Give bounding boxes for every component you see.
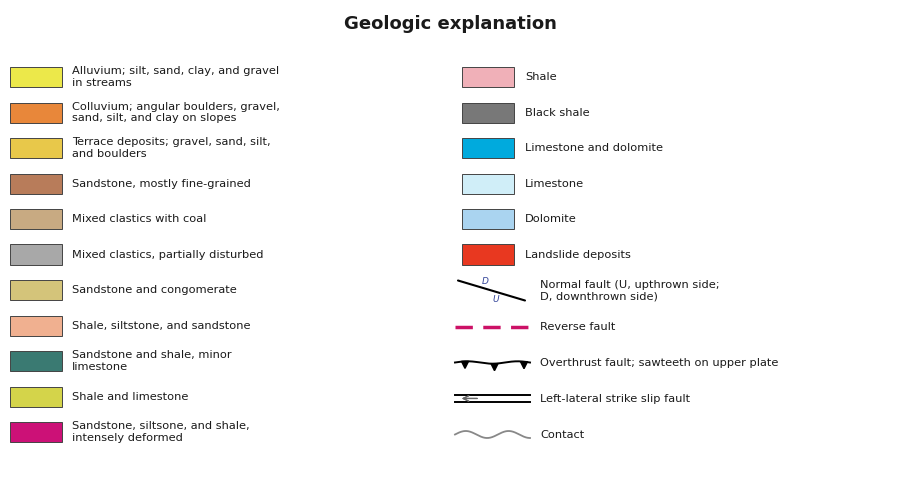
Bar: [10, 67, 62, 87]
Text: Sandstone, siltsone, and shale,
intensely deformed: Sandstone, siltsone, and shale, intensel…: [72, 421, 249, 443]
Bar: [10, 244, 62, 264]
Text: Shale and limestone: Shale and limestone: [72, 392, 188, 401]
Bar: [462, 173, 514, 193]
Text: Shale, siltstone, and sandstone: Shale, siltstone, and sandstone: [72, 320, 250, 331]
Text: Sandstone and shale, minor
limestone: Sandstone and shale, minor limestone: [72, 350, 231, 372]
Bar: [10, 138, 62, 158]
Bar: [462, 102, 514, 123]
Bar: [10, 316, 62, 336]
Polygon shape: [462, 361, 469, 368]
Text: Left-lateral strike slip fault: Left-lateral strike slip fault: [540, 393, 690, 404]
Text: Limestone and dolomite: Limestone and dolomite: [525, 143, 663, 153]
Bar: [10, 173, 62, 193]
Text: Overthrust fault; sawteeth on upper plate: Overthrust fault; sawteeth on upper plat…: [540, 357, 778, 368]
Text: Mixed clastics with coal: Mixed clastics with coal: [72, 214, 206, 224]
Bar: [10, 209, 62, 229]
Text: U: U: [492, 295, 499, 303]
Text: Contact: Contact: [540, 430, 584, 439]
Bar: [10, 351, 62, 371]
Text: Colluvium; angular boulders, gravel,
sand, silt, and clay on slopes: Colluvium; angular boulders, gravel, san…: [72, 102, 280, 123]
Bar: [462, 67, 514, 87]
Text: Reverse fault: Reverse fault: [540, 321, 616, 332]
Polygon shape: [520, 362, 527, 369]
Bar: [10, 422, 62, 442]
Polygon shape: [491, 364, 498, 371]
Text: Alluvium; silt, sand, clay, and gravel
in streams: Alluvium; silt, sand, clay, and gravel i…: [72, 66, 279, 88]
Bar: [10, 102, 62, 123]
Text: Sandstone and congomerate: Sandstone and congomerate: [72, 285, 237, 295]
Bar: [10, 387, 62, 407]
Text: Shale: Shale: [525, 72, 556, 82]
Text: D: D: [482, 278, 489, 286]
Text: Terrace deposits; gravel, sand, silt,
and boulders: Terrace deposits; gravel, sand, silt, an…: [72, 137, 271, 159]
Text: Sandstone, mostly fine-grained: Sandstone, mostly fine-grained: [72, 179, 251, 188]
Text: Normal fault (U, upthrown side;
D, downthrown side): Normal fault (U, upthrown side; D, downt…: [540, 280, 720, 301]
Text: Landslide deposits: Landslide deposits: [525, 249, 631, 260]
Text: Dolomite: Dolomite: [525, 214, 577, 224]
Bar: [462, 209, 514, 229]
Text: Limestone: Limestone: [525, 179, 584, 188]
Text: Geologic explanation: Geologic explanation: [344, 15, 556, 33]
Text: Black shale: Black shale: [525, 108, 590, 117]
Text: Mixed clastics, partially disturbed: Mixed clastics, partially disturbed: [72, 249, 264, 260]
Bar: [462, 138, 514, 158]
Bar: [10, 280, 62, 300]
Bar: [462, 244, 514, 264]
